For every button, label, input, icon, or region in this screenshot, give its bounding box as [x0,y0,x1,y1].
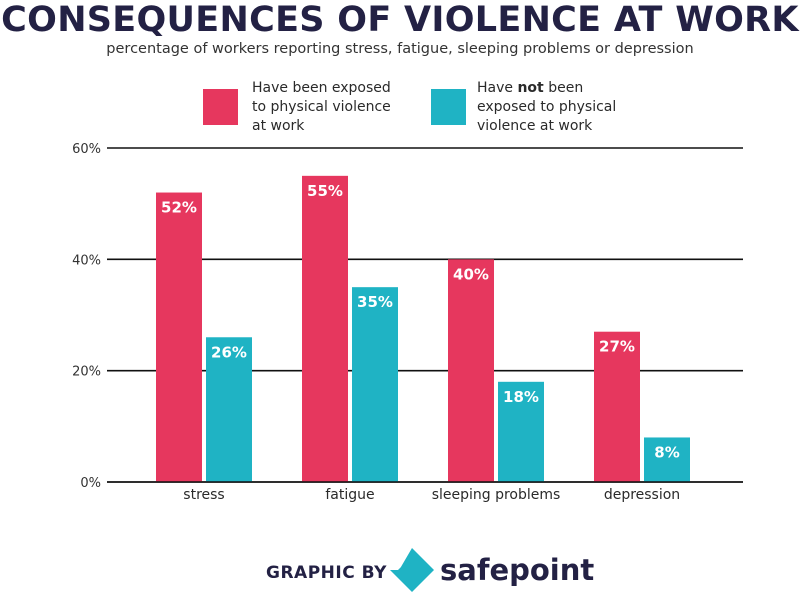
bar-exposed-depression [594,331,640,482]
chart-title: CONSEQUENCES OF VIOLENCE AT WORK [1,0,799,40]
data-label: 40% [453,265,489,283]
bar-exposed-sleeping-problems [448,259,494,482]
legend-swatch-not-exposed [431,89,466,125]
data-label: 35% [357,293,393,311]
data-label: 27% [599,338,635,356]
x-tick-label: depression [604,487,680,503]
data-label: 52% [161,199,197,217]
bar-not-exposed-fatigue [352,287,398,482]
legend-label-not-exposed: Have not been exposed to physical violen… [477,80,617,134]
bar-not-exposed-depression [644,437,690,482]
footer-graphic-by: GRAPHIC BY [266,563,387,583]
y-tick-label: 20% [72,365,101,380]
x-tick-label: stress [183,487,224,503]
data-label: 55% [307,182,343,200]
data-label: 26% [211,343,247,361]
bar-not-exposed-stress [206,337,252,482]
legend-swatch-exposed [203,89,238,125]
brand-name: safepoint [440,553,595,587]
bar-exposed-stress [156,192,202,483]
safepoint-logo-icon [390,548,434,592]
chart-subtitle: percentage of workers reporting stress, … [106,41,694,57]
bar-chart: 0% 20% 40% 60% 52% 26% stress 55% 35% fatigue 40% 1… [72,142,743,503]
data-label: 8% [654,443,679,461]
y-tick-label: 40% [72,253,101,268]
bar-not-exposed-sleeping-problems [498,381,544,482]
x-tick-label: fatigue [325,487,374,503]
y-tick-label: 60% [72,142,101,157]
x-tick-label: sleeping problems [432,487,561,503]
y-tick-label: 0% [80,476,101,491]
data-label: 18% [503,388,539,406]
bar-exposed-fatigue [302,175,348,483]
legend-label-exposed: Have been exposed to physical violence a… [252,80,391,134]
